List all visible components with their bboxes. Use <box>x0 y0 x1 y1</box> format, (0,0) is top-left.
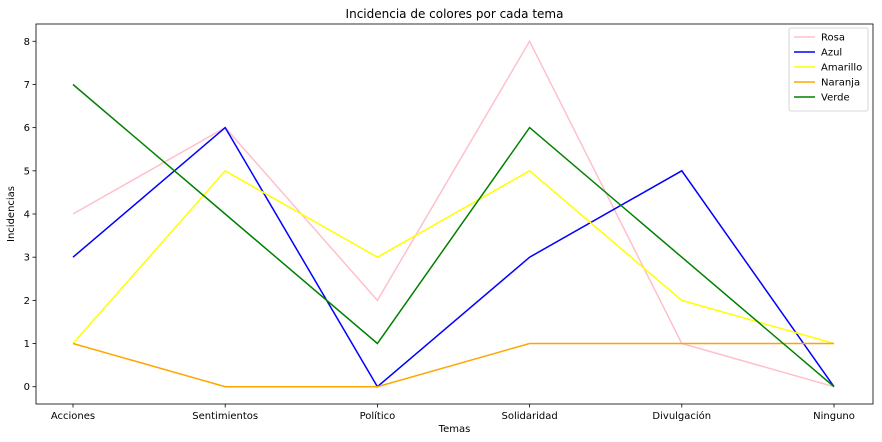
series-line-rosa <box>72 39 835 388</box>
y-tick-label: 3 <box>24 253 30 264</box>
legend: Rosa Azul Amarillo Naranja Verde <box>788 27 869 112</box>
x-tick-label: Ninguno <box>813 411 855 422</box>
y-tick-label: 5 <box>24 166 30 177</box>
x-axis: Acciones Sentimientos Político Solidaridad D… <box>51 404 855 422</box>
series-line-naranja <box>72 342 834 388</box>
legend-label-azul: Azul <box>821 48 842 59</box>
chart-title: Incidencia de colores por cada tema <box>346 7 564 21</box>
series-lines <box>72 39 835 388</box>
y-tick-label: 6 <box>24 123 30 134</box>
legend-label-verde: Verde <box>821 93 850 104</box>
series-line-verde <box>72 83 835 388</box>
x-tick-label: Acciones <box>51 411 95 422</box>
x-tick-label: Político <box>360 410 396 422</box>
x-tick-label: Divulgación <box>652 410 711 422</box>
series-line-azul <box>72 126 835 388</box>
legend-label-amarillo: Amarillo <box>821 63 862 74</box>
y-tick-label: 8 <box>24 37 30 48</box>
y-tick-label: 1 <box>24 339 30 350</box>
x-tick-label: Sentimientos <box>192 411 258 422</box>
series-line-amarillo <box>72 169 835 345</box>
y-tick-label: 4 <box>24 210 30 221</box>
y-tick-label: 2 <box>24 296 30 307</box>
y-axis-label: Incidencias <box>6 186 17 242</box>
y-tick-label: 7 <box>24 80 30 91</box>
x-tick-label: Solidaridad <box>501 411 557 422</box>
legend-label-naranja: Naranja <box>821 78 860 89</box>
x-axis-label: Temas <box>438 424 471 435</box>
legend-label-rosa: Rosa <box>821 33 845 44</box>
y-axis: 0 1 2 3 4 5 6 7 8 <box>24 37 36 393</box>
legend-box <box>788 27 869 112</box>
y-tick-label: 0 <box>24 382 30 393</box>
